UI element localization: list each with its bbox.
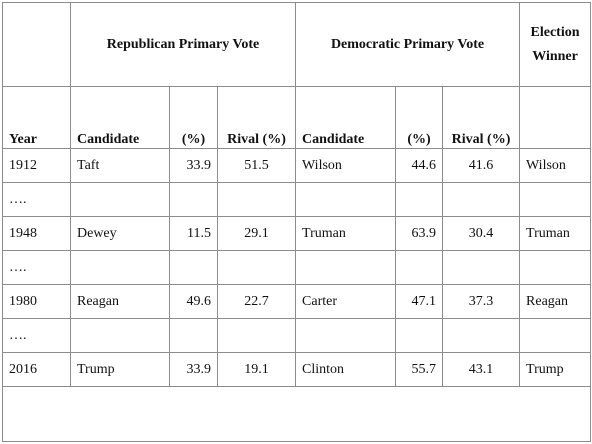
- dem-candidate-cell: [295, 318, 397, 353]
- rep-rival-cell: 29.1: [216, 216, 297, 251]
- group-header-row: Republican Primary Vote Democratic Prima…: [2, 2, 592, 87]
- winner-cell: [519, 250, 592, 285]
- rep-pct-cell: [169, 318, 218, 353]
- year-cell: ….: [2, 318, 71, 353]
- rep-candidate-cell: Reagan: [70, 284, 170, 319]
- dem-pct-cell: 47.1: [395, 284, 444, 319]
- democratic-primary-header: Democratic Primary Vote: [295, 2, 521, 87]
- dem-candidate-cell: Wilson: [295, 148, 397, 183]
- election-winner-header-line2: Winner: [532, 48, 578, 64]
- dem-rival-cell: 41.6: [442, 148, 521, 183]
- rep-candidate-cell: [70, 250, 170, 285]
- rep-rival-cell: [216, 182, 297, 217]
- dem-rival-header: Rival (%): [442, 86, 521, 149]
- dem-pct-header: (%): [395, 86, 444, 149]
- year-cell: 1912: [2, 148, 71, 183]
- dem-candidate-cell: [295, 182, 397, 217]
- table-row: 2016 Trump 33.9 19.1 Clinton 55.7 43.1 T…: [2, 352, 592, 387]
- rep-rival-cell: 19.1: [216, 352, 297, 387]
- rep-pct-cell: 33.9: [169, 148, 218, 183]
- table-row: ….: [2, 250, 592, 285]
- dem-candidate-cell: Truman: [295, 216, 397, 251]
- election-winner-header: Election Winner: [519, 2, 592, 87]
- year-cell: 2016: [2, 352, 71, 387]
- rep-rival-cell: [216, 250, 297, 285]
- winner-cell: Wilson: [519, 148, 592, 183]
- dem-rival-cell: 43.1: [442, 352, 521, 387]
- election-winner-header-line1: Election: [530, 24, 580, 40]
- empty-footer-row: [1, 386, 592, 442]
- year-cell: 1980: [2, 284, 71, 319]
- dem-candidate-header: Candidate: [295, 86, 397, 149]
- rep-candidate-cell: Trump: [70, 352, 170, 387]
- rep-pct-cell: [169, 182, 218, 217]
- year-cell: ….: [2, 250, 71, 285]
- dem-rival-cell: [442, 318, 521, 353]
- rep-candidate-header: Candidate: [70, 86, 170, 149]
- rep-pct-cell: 33.9: [169, 352, 218, 387]
- republican-primary-header: Republican Primary Vote: [69, 2, 297, 87]
- table-row: ….: [2, 182, 592, 217]
- table-row: 1980 Reagan 49.6 22.7 Carter 47.1 37.3 R…: [2, 284, 592, 319]
- year-header: Year: [2, 86, 71, 149]
- rep-rival-header: Rival (%): [216, 86, 297, 149]
- empty-footer-cell: [1, 386, 592, 442]
- winner-header-empty-cell: [519, 86, 592, 149]
- rep-pct-cell: 49.6: [169, 284, 218, 319]
- year-cell: ….: [2, 182, 71, 217]
- rep-pct-cell: [169, 250, 218, 285]
- rep-pct-cell: 11.5: [169, 216, 218, 251]
- dem-candidate-cell: [295, 250, 397, 285]
- table-row: ….: [2, 318, 592, 353]
- dem-rival-cell: 30.4: [442, 216, 521, 251]
- dem-candidate-cell: Clinton: [295, 352, 397, 387]
- dem-rival-cell: 37.3: [442, 284, 521, 319]
- rep-pct-header: (%): [169, 86, 218, 149]
- dem-pct-cell: 63.9: [395, 216, 444, 251]
- rep-rival-cell: [216, 318, 297, 353]
- dem-pct-cell: [395, 318, 444, 353]
- table-row: 1912 Taft 33.9 51.5 Wilson 44.6 41.6 Wil…: [2, 148, 592, 183]
- year-cell: 1948: [2, 216, 71, 251]
- empty-corner-cell: [2, 2, 71, 87]
- dem-pct-cell: [395, 250, 444, 285]
- winner-cell: [519, 182, 592, 217]
- winner-cell: Truman: [519, 216, 592, 251]
- winner-cell: Reagan: [519, 284, 592, 319]
- column-header-row: Year Candidate (%) Rival (%) Candidate (…: [2, 86, 592, 149]
- rep-candidate-cell: [70, 318, 170, 353]
- dem-pct-cell: 44.6: [395, 148, 444, 183]
- dem-pct-cell: [395, 182, 444, 217]
- dem-rival-cell: [442, 182, 521, 217]
- dem-candidate-cell: Carter: [295, 284, 397, 319]
- winner-cell: Trump: [519, 352, 592, 387]
- rep-candidate-cell: Taft: [70, 148, 170, 183]
- rep-candidate-cell: Dewey: [70, 216, 170, 251]
- dem-pct-cell: 55.7: [395, 352, 444, 387]
- rep-rival-cell: 22.7: [216, 284, 297, 319]
- winner-cell: [519, 318, 592, 353]
- dem-rival-cell: [442, 250, 521, 285]
- rep-candidate-cell: [70, 182, 170, 217]
- rep-rival-cell: 51.5: [216, 148, 297, 183]
- table-row: 1948 Dewey 11.5 29.1 Truman 63.9 30.4 Tr…: [2, 216, 592, 251]
